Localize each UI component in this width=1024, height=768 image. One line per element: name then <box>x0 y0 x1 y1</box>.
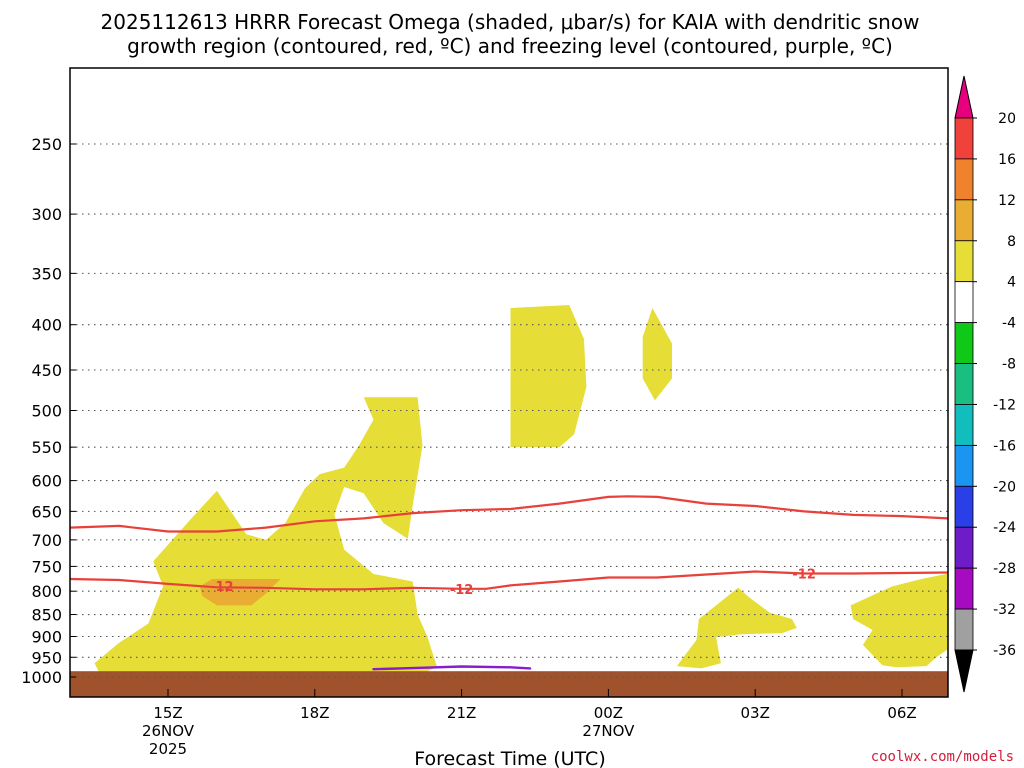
y-tick-label: 500 <box>31 402 62 421</box>
contour-label: -12 <box>792 568 816 583</box>
omega-shaded-regions <box>94 305 948 674</box>
y-tick-label: 600 <box>31 472 62 491</box>
colorbar-bin <box>954 444 974 487</box>
colorbar-label: -20 <box>993 479 1016 495</box>
y-axis-ticks: 250 300 350 400 450 500 550 600 650 700 750 800 850 9… <box>21 135 76 687</box>
x-tick-label: 15Z <box>153 704 182 722</box>
pressure-gridlines <box>70 143 948 678</box>
colorbar-label: -4 <box>1002 316 1016 332</box>
colorbar-label: -32 <box>993 602 1016 618</box>
colorbar-label: 20 <box>998 111 1016 127</box>
contour-label: -12 <box>210 580 234 595</box>
colorbar-bottom-arrow <box>954 649 974 693</box>
y-tick-label: 350 <box>31 264 62 283</box>
y-tick-label: 650 <box>31 502 62 521</box>
contour-labels: -12 -12 -12 <box>210 568 816 598</box>
colorbar-bin <box>954 322 974 364</box>
omega-region <box>642 308 672 401</box>
x-tick-label: 03Z <box>741 704 770 722</box>
colorbar-label: 4 <box>1007 275 1016 291</box>
freezing-level-line <box>372 665 532 671</box>
omega-region <box>676 587 797 669</box>
y-tick-label: 950 <box>31 648 62 667</box>
y-tick-label: 800 <box>31 582 62 601</box>
plot-frame <box>69 67 949 698</box>
omega-region <box>199 579 281 606</box>
colorbar-bin <box>954 485 974 528</box>
terrain-fill <box>70 671 948 697</box>
colorbar-label: -36 <box>993 643 1016 659</box>
dgz-contour-line <box>70 495 948 533</box>
colorbar-bin <box>954 608 974 651</box>
x-tick-label: 18Z <box>300 704 329 722</box>
y-tick-label: 850 <box>31 606 62 625</box>
colorbar-label: -16 <box>993 438 1016 454</box>
y-tick-label: 700 <box>31 531 62 550</box>
x-tick-label: 27NOV <box>582 722 635 740</box>
credit-text: coolwx.com/models <box>871 749 1014 765</box>
colorbar-label: -24 <box>993 520 1016 536</box>
y-tick-label: 550 <box>31 438 62 457</box>
x-tick-label: 06Z <box>887 704 916 722</box>
colorbar-label: 16 <box>998 152 1016 168</box>
colorbar-bin <box>954 363 974 405</box>
y-tick-label: 450 <box>31 361 62 380</box>
colorbar-bin <box>954 281 974 324</box>
y-tick-label: 300 <box>31 205 62 224</box>
y-tick-label: 400 <box>31 316 62 335</box>
colorbar-label: 8 <box>1007 234 1016 250</box>
y-tick-label: 250 <box>31 135 62 154</box>
dgz-contour-line <box>70 570 948 591</box>
colorbar-top-arrow <box>954 75 974 119</box>
chart-title-line-2: growth region (contoured, red, ºC) and f… <box>127 34 893 58</box>
temperature-contours <box>70 495 948 671</box>
omega-region <box>850 574 948 668</box>
colorbar-label: 12 <box>998 193 1016 209</box>
x-tick-label: 00Z <box>594 704 623 722</box>
chart-title-line-1: 2025112613 HRRR Forecast Omega (shaded, … <box>101 10 920 34</box>
colorbar-bin <box>954 404 974 446</box>
y-tick-label: 750 <box>31 557 62 576</box>
colorbar-bin <box>954 158 974 201</box>
x-tick-label: 21Z <box>447 704 476 722</box>
colorbar: 20 16 12 8 4 -4 -8 -12 -16 -20 -24 -28 -32 -36 <box>954 75 1016 693</box>
x-tick-label: 26NOV <box>142 722 195 740</box>
omega-region <box>94 397 438 674</box>
omega-region <box>510 305 587 448</box>
colorbar-bin <box>954 567 974 610</box>
colorbar-bin <box>954 526 974 569</box>
colorbar-label: -12 <box>993 397 1016 413</box>
y-tick-label: 1000 <box>21 668 62 687</box>
colorbar-bin <box>954 117 974 160</box>
y-tick-label: 900 <box>31 627 62 646</box>
contour-label: -12 <box>450 583 474 598</box>
x-tick-label: 2025 <box>149 740 187 758</box>
x-axis-label: Forecast Time (UTC) <box>414 748 605 768</box>
colorbar-label: -28 <box>993 561 1016 577</box>
colorbar-label: -8 <box>1002 357 1016 373</box>
colorbar-bin <box>954 199 974 242</box>
colorbar-bin <box>954 240 974 283</box>
